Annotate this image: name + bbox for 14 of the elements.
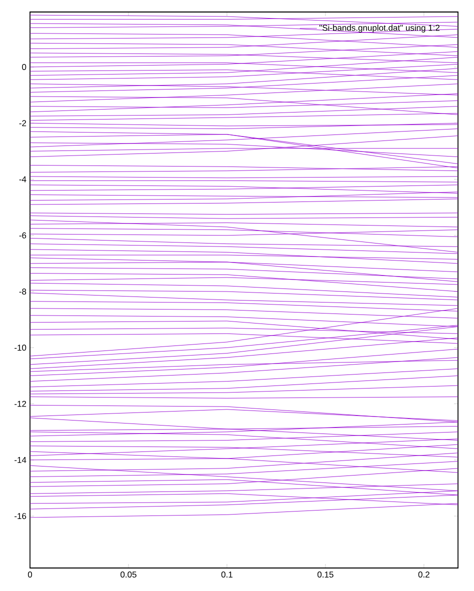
- y-tick-label: -12: [14, 400, 26, 407]
- y-tick-label: -14: [14, 457, 26, 463]
- x-tick-label: 0.15: [318, 572, 334, 578]
- y-tick-label: -4: [19, 176, 26, 182]
- x-tick-label: 0.1: [221, 572, 232, 578]
- y-tick-label: -8: [19, 288, 26, 295]
- x-tick-label: 0.05: [120, 572, 136, 578]
- y-tick-label: 0: [22, 64, 26, 70]
- y-tick-label: -2: [19, 120, 26, 126]
- y-tick-label: -10: [14, 344, 26, 351]
- x-tick-label: 0.2: [418, 572, 430, 578]
- y-tick-label: -16: [14, 513, 26, 520]
- y-tick-label: -6: [19, 232, 26, 238]
- x-tick-label: 0: [28, 572, 32, 578]
